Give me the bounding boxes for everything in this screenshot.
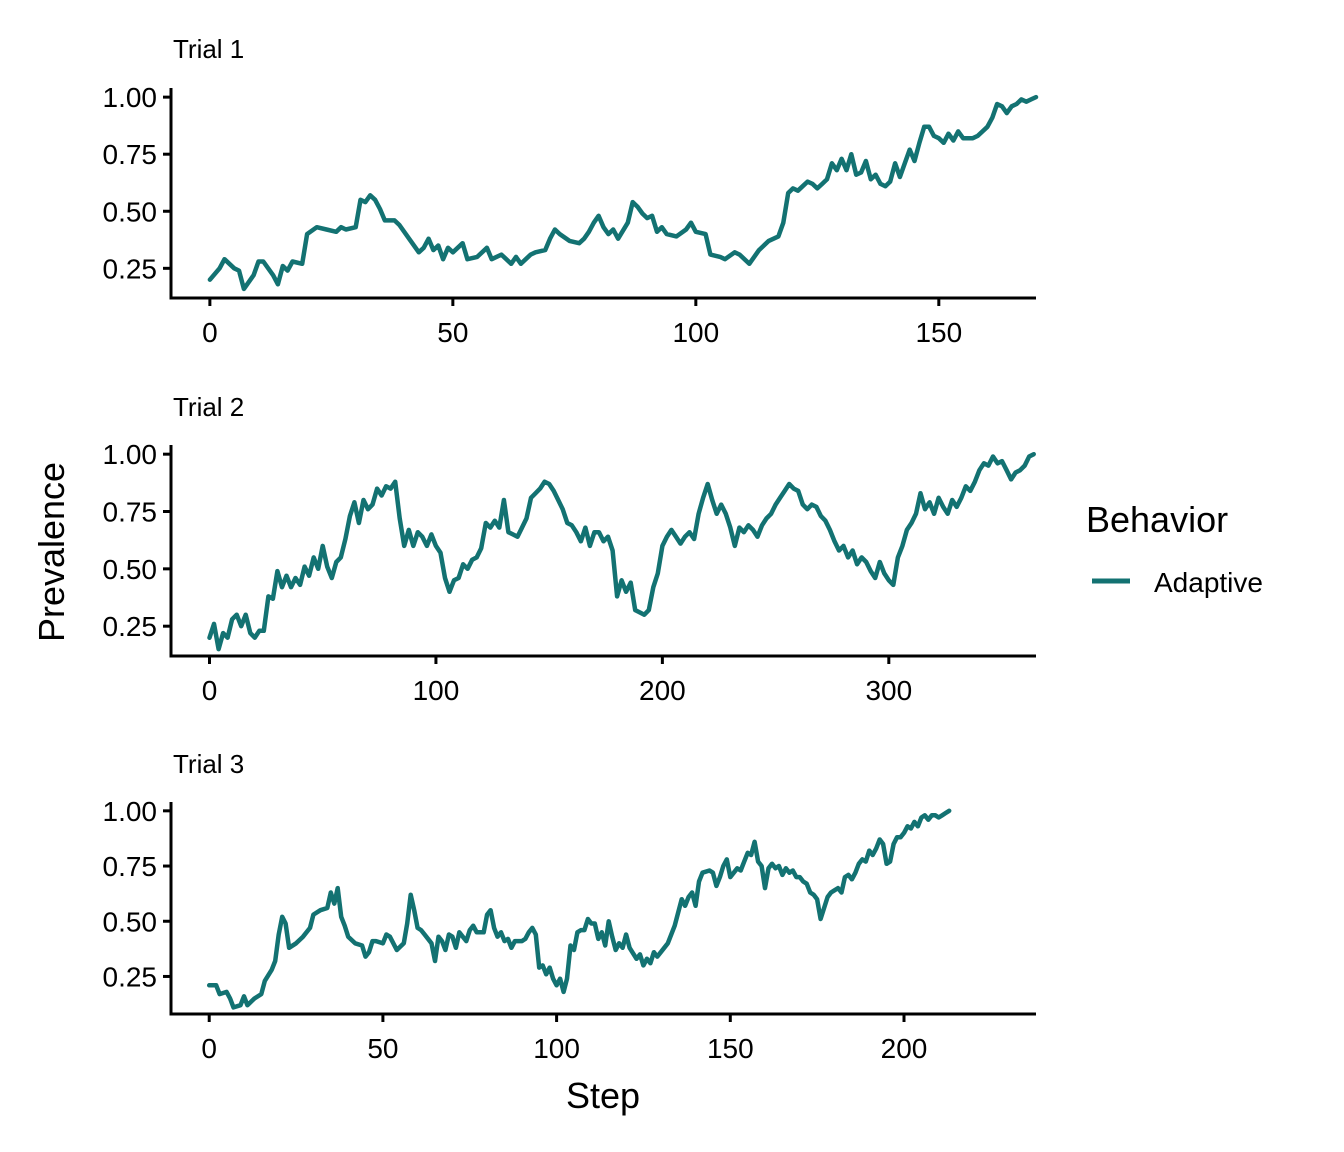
legend-label-adaptive: Adaptive [1154, 567, 1263, 598]
y-tick-label: 1.00 [103, 439, 158, 470]
y-tick-label: 1.00 [103, 796, 158, 827]
y-tick-label: 1.00 [103, 82, 158, 113]
x-tick-label: 100 [533, 1033, 580, 1064]
y-tick-label: 0.25 [103, 961, 158, 992]
x-tick-label: 300 [865, 675, 912, 706]
y-tick-label: 0.75 [103, 497, 158, 528]
axis-lines [169, 802, 1036, 1016]
x-tick-label: 150 [915, 317, 962, 348]
y-tick-label: 0.75 [103, 851, 158, 882]
axis-lines [169, 445, 1036, 658]
x-axis-title: Step [566, 1075, 640, 1116]
y-tick-label: 0.50 [103, 554, 158, 585]
panel-title: Trial 3 [173, 749, 244, 779]
x-tick-label: 50 [367, 1033, 398, 1064]
y-axis-title: Prevalence [31, 462, 72, 642]
panel-title: Trial 1 [173, 34, 244, 64]
x-tick-label: 0 [202, 317, 218, 348]
chart-panels: Trial 1 0.25 0.50 0.75 1.00 0 50 100 150 Trial 2 0… [103, 34, 1039, 1064]
x-tick-label: 0 [201, 1033, 217, 1064]
x-tick-label: 100 [672, 317, 719, 348]
x-tick-label: 200 [881, 1033, 928, 1064]
panel-trial-2: Trial 2 0.25 0.50 0.75 1.00 0 100 200 300 [103, 392, 1036, 706]
series-line-adaptive [206, 808, 952, 1010]
y-tick-label: 0.25 [103, 611, 158, 642]
y-tick-label: 0.50 [103, 906, 158, 937]
x-tick-label: 100 [413, 675, 460, 706]
axis-lines [169, 88, 1036, 300]
y-tick-label: 0.75 [103, 139, 158, 170]
x-tick-label: 150 [707, 1033, 754, 1064]
series-line-adaptive [207, 451, 1036, 652]
x-tick-label: 200 [639, 675, 686, 706]
y-tick-label: 0.50 [103, 196, 158, 227]
series-line-adaptive [207, 94, 1039, 292]
panel-title: Trial 2 [173, 392, 244, 422]
x-tick-label: 0 [202, 675, 218, 706]
legend: Behavior Adaptive [1086, 499, 1263, 598]
panel-trial-3: Trial 3 0.25 0.50 0.75 1.00 0 50 100 150 200 [103, 749, 1036, 1064]
y-tick-label: 0.25 [103, 253, 158, 284]
legend-title: Behavior [1086, 499, 1228, 540]
panel-trial-1: Trial 1 0.25 0.50 0.75 1.00 0 50 100 150 [103, 34, 1039, 348]
x-tick-label: 50 [437, 317, 468, 348]
